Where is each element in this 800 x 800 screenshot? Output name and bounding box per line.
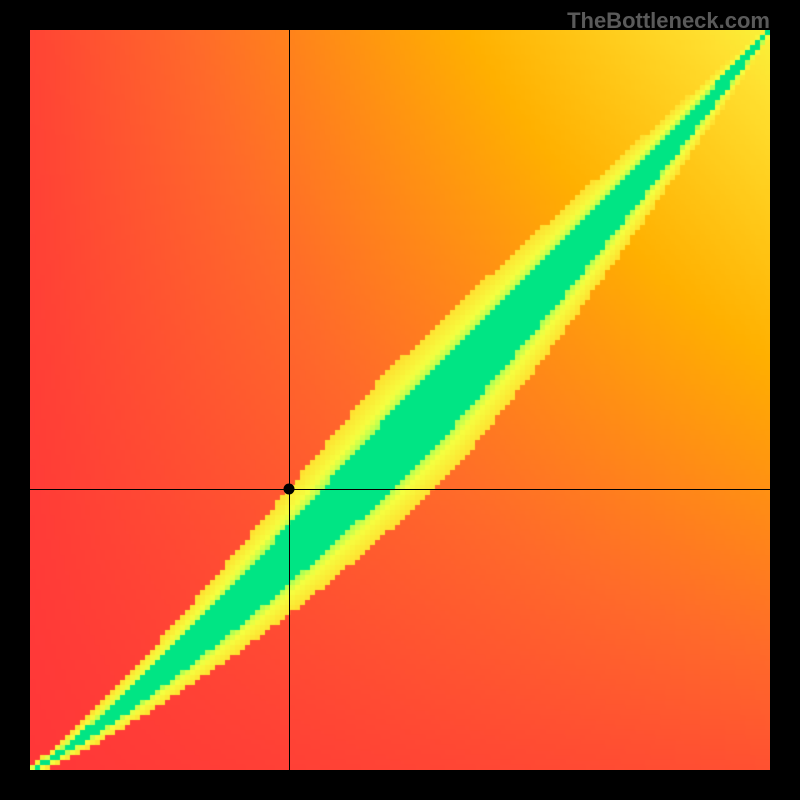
chart-container: TheBottleneck.com [0,0,800,800]
data-point-marker [284,483,295,494]
watermark-text: TheBottleneck.com [567,8,770,34]
heatmap-canvas [30,30,770,770]
crosshair-horizontal [30,489,770,490]
crosshair-vertical [289,30,290,770]
plot-area [30,30,770,770]
